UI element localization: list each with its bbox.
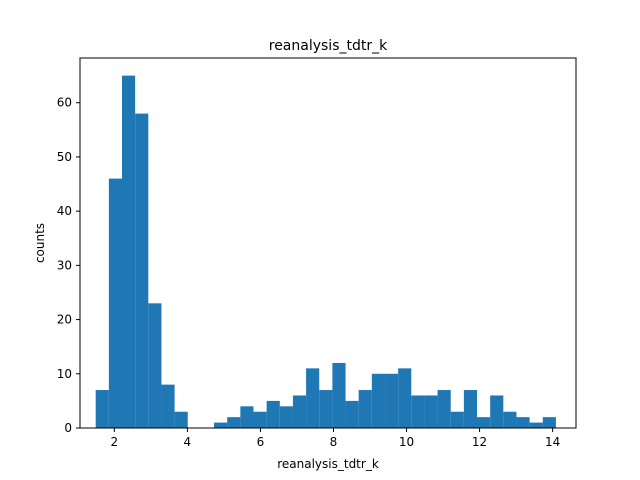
histogram-bar	[279, 406, 293, 428]
y-axis-label: counts	[33, 223, 47, 263]
x-tick-label: 14	[545, 435, 560, 449]
histogram-bar	[148, 303, 162, 428]
x-tick-label: 6	[257, 435, 265, 449]
histogram-bar	[490, 395, 504, 428]
histogram-bar	[214, 422, 228, 428]
histogram-bar	[227, 417, 241, 428]
histogram-bar	[529, 422, 543, 428]
histogram-bar	[398, 368, 412, 428]
histogram-bar	[108, 178, 123, 428]
histogram-bar	[319, 390, 333, 428]
histogram-bar	[345, 400, 359, 428]
x-tick-label: 8	[330, 435, 338, 449]
histogram-bar	[253, 411, 267, 428]
histogram-bar	[95, 390, 109, 428]
y-tick-label: 60	[57, 96, 72, 110]
y-axis-ticks: 0 10 20 30 40 50 60	[57, 96, 80, 435]
y-tick-label: 40	[57, 204, 72, 218]
histogram-bar	[437, 390, 451, 428]
x-tick-label: 4	[184, 435, 192, 449]
histogram-bar	[411, 395, 425, 428]
histogram-bar	[135, 113, 149, 429]
histogram-bar	[503, 411, 517, 428]
histogram-bar	[332, 362, 346, 428]
y-tick-label: 30	[57, 258, 72, 272]
histogram-bar	[542, 417, 556, 428]
y-tick-label: 0	[64, 421, 72, 435]
histogram-bar	[516, 417, 530, 428]
y-tick-label: 50	[57, 150, 72, 164]
x-axis-label: reanalysis_tdtr_k	[277, 457, 379, 471]
histogram-bar	[122, 75, 136, 428]
histogram-bar	[450, 411, 464, 428]
histogram-bar	[266, 400, 280, 428]
y-tick-label: 10	[57, 367, 72, 381]
chart-title: reanalysis_tdtr_k	[269, 38, 388, 54]
histogram-bar	[306, 368, 320, 428]
histogram-bar	[477, 417, 491, 428]
y-tick-label: 20	[57, 313, 72, 327]
histogram-bar	[424, 395, 438, 428]
x-tick-label: 2	[111, 435, 119, 449]
histogram-bar	[358, 390, 372, 428]
histogram-bar	[463, 390, 478, 428]
plot-frame	[79, 57, 577, 429]
histogram-bar	[161, 384, 175, 428]
bars-group	[95, 75, 556, 429]
x-axis-ticks: 2 4 6 8 10 12 14	[111, 428, 560, 449]
x-tick-label: 10	[399, 435, 414, 449]
histogram-bar	[292, 395, 307, 428]
histogram-bar	[371, 373, 385, 428]
histogram-bar	[174, 411, 188, 428]
x-tick-label: 12	[472, 435, 487, 449]
histogram-bar	[240, 406, 254, 428]
histogram-bar	[384, 373, 399, 428]
